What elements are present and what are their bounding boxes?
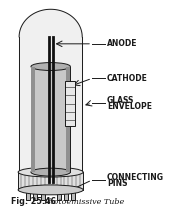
Bar bbox=[26, 190, 30, 200]
Bar bbox=[71, 190, 75, 200]
Bar bbox=[66, 66, 70, 172]
Bar bbox=[65, 190, 68, 200]
Bar bbox=[31, 66, 70, 172]
Bar bbox=[65, 81, 75, 126]
Ellipse shape bbox=[31, 63, 70, 70]
Ellipse shape bbox=[31, 168, 70, 176]
Bar bbox=[31, 66, 35, 172]
Polygon shape bbox=[19, 9, 82, 37]
Ellipse shape bbox=[18, 185, 83, 195]
Bar bbox=[57, 190, 60, 200]
Text: CATHODE: CATHODE bbox=[107, 74, 148, 83]
Text: Photoemissive Tube: Photoemissive Tube bbox=[43, 198, 124, 206]
Text: ENVELOPE: ENVELOPE bbox=[107, 103, 152, 111]
Text: GLASS: GLASS bbox=[107, 96, 134, 105]
Text: CONNECTING: CONNECTING bbox=[107, 173, 164, 181]
Text: PINS: PINS bbox=[107, 179, 127, 188]
Bar bbox=[41, 190, 45, 200]
Text: Fig. 25.46: Fig. 25.46 bbox=[11, 197, 56, 206]
Polygon shape bbox=[19, 37, 82, 172]
Bar bbox=[33, 190, 37, 200]
Bar bbox=[18, 172, 83, 190]
Text: ANODE: ANODE bbox=[107, 39, 137, 48]
Ellipse shape bbox=[18, 167, 83, 177]
